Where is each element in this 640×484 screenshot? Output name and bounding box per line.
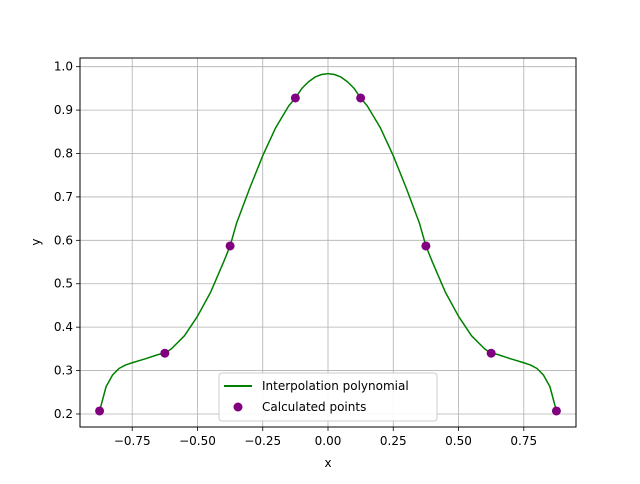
ticks-layer: −0.75 −0.50 −0.25 0.00 0.25 0.50 0.75 0.2 0.3 0.4… — [54, 60, 537, 448]
y-tick-label: 0.5 — [54, 277, 73, 291]
calculated-point — [290, 93, 300, 103]
x-tick-label: −0.25 — [244, 434, 281, 448]
y-tick-label: 0.2 — [54, 407, 73, 421]
x-tick-label: −0.75 — [114, 434, 151, 448]
calculated-point — [160, 348, 170, 358]
grid-layer — [80, 58, 576, 427]
legend-point-swatch — [233, 402, 243, 412]
y-tick-label: 0.9 — [54, 103, 73, 117]
calculated-point — [551, 406, 561, 416]
x-axis-label: x — [324, 456, 331, 470]
y-tick-label: 1.0 — [54, 60, 73, 74]
x-tick-label: 0.25 — [380, 434, 407, 448]
plot-layer — [95, 72, 561, 416]
calculated-point — [356, 93, 366, 103]
x-tick-label: 0.75 — [510, 434, 537, 448]
x-tick-label: 0.00 — [315, 434, 342, 448]
calculated-point — [95, 406, 105, 416]
calculated-point — [486, 348, 496, 358]
legend: Interpolation polynomial Calculated poin… — [218, 372, 438, 422]
y-tick-label: 0.3 — [54, 364, 73, 378]
calculated-point — [225, 241, 235, 251]
legend-label-interpolation: Interpolation polynomial — [262, 379, 409, 393]
x-tick-label: −0.50 — [179, 434, 216, 448]
y-tick-label: 0.8 — [54, 147, 73, 161]
y-axis-label: y — [29, 238, 43, 245]
y-tick-label: 0.6 — [54, 233, 73, 247]
calculated-point — [421, 241, 431, 251]
x-tick-label: 0.50 — [445, 434, 472, 448]
y-tick-label: 0.4 — [54, 320, 73, 334]
y-tick-label: 0.7 — [54, 190, 73, 204]
legend-box — [218, 372, 438, 422]
legend-label-points: Calculated points — [262, 400, 366, 414]
